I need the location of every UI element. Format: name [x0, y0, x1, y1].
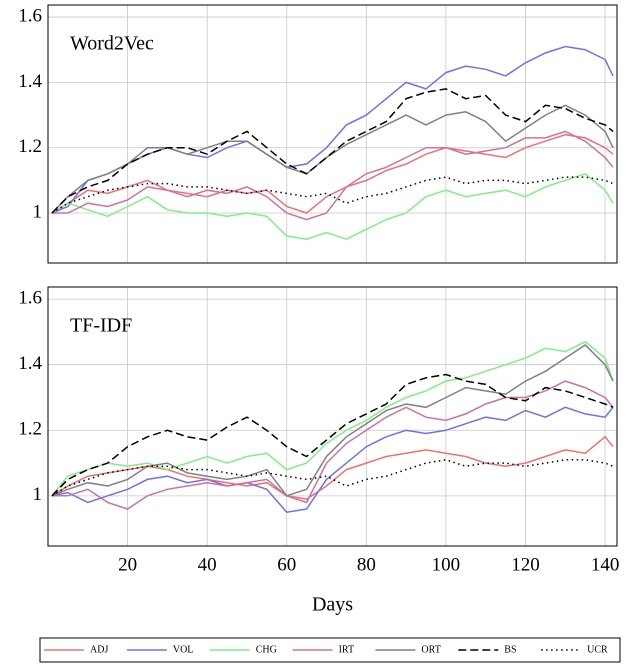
series-line — [51, 104, 614, 214]
y-tick-label: 1 — [33, 484, 43, 505]
series-line — [51, 406, 614, 514]
x-tick-label: 120 — [511, 554, 540, 575]
legend-label: BS — [504, 644, 516, 655]
x-axis-label: Days — [312, 594, 353, 616]
legend-label: IRT — [339, 644, 355, 655]
x-tick-label: 80 — [357, 554, 376, 575]
series-line — [51, 373, 614, 497]
series-line — [51, 172, 614, 241]
series-line — [52, 380, 614, 510]
series-line — [51, 344, 614, 497]
plot-frame — [47, 286, 618, 547]
series-line — [51, 340, 614, 497]
y-tick-label: 1.2 — [18, 419, 42, 440]
y-tick-label: 1.6 — [18, 287, 42, 308]
legend-label: CHG — [256, 644, 277, 655]
y-tick-label: 1.4 — [18, 71, 42, 92]
x-tick-label: 20 — [118, 554, 137, 575]
series-line — [51, 45, 614, 214]
legend-label: UCR — [587, 644, 608, 655]
legend-label: ADJ — [90, 644, 108, 655]
x-tick-label: 40 — [198, 554, 217, 575]
x-tick-label: 140 — [591, 554, 620, 575]
y-tick-label: 1.6 — [18, 5, 42, 26]
series-line — [52, 130, 614, 221]
x-tick-label: 60 — [277, 554, 296, 575]
x-tick-label: 100 — [432, 554, 461, 575]
panel-title: TF-IDF — [70, 315, 132, 337]
y-tick-label: 1.2 — [18, 136, 42, 157]
plot-frame — [47, 4, 618, 264]
series-line — [51, 133, 614, 214]
legend-label: VOL — [173, 644, 194, 655]
legend-label: ORT — [421, 644, 440, 655]
y-tick-label: 1.4 — [18, 353, 42, 374]
panel-title: Word2Vec — [70, 33, 154, 55]
series-line — [51, 88, 614, 214]
y-tick-label: 1 — [33, 201, 43, 222]
series-line — [51, 435, 614, 500]
